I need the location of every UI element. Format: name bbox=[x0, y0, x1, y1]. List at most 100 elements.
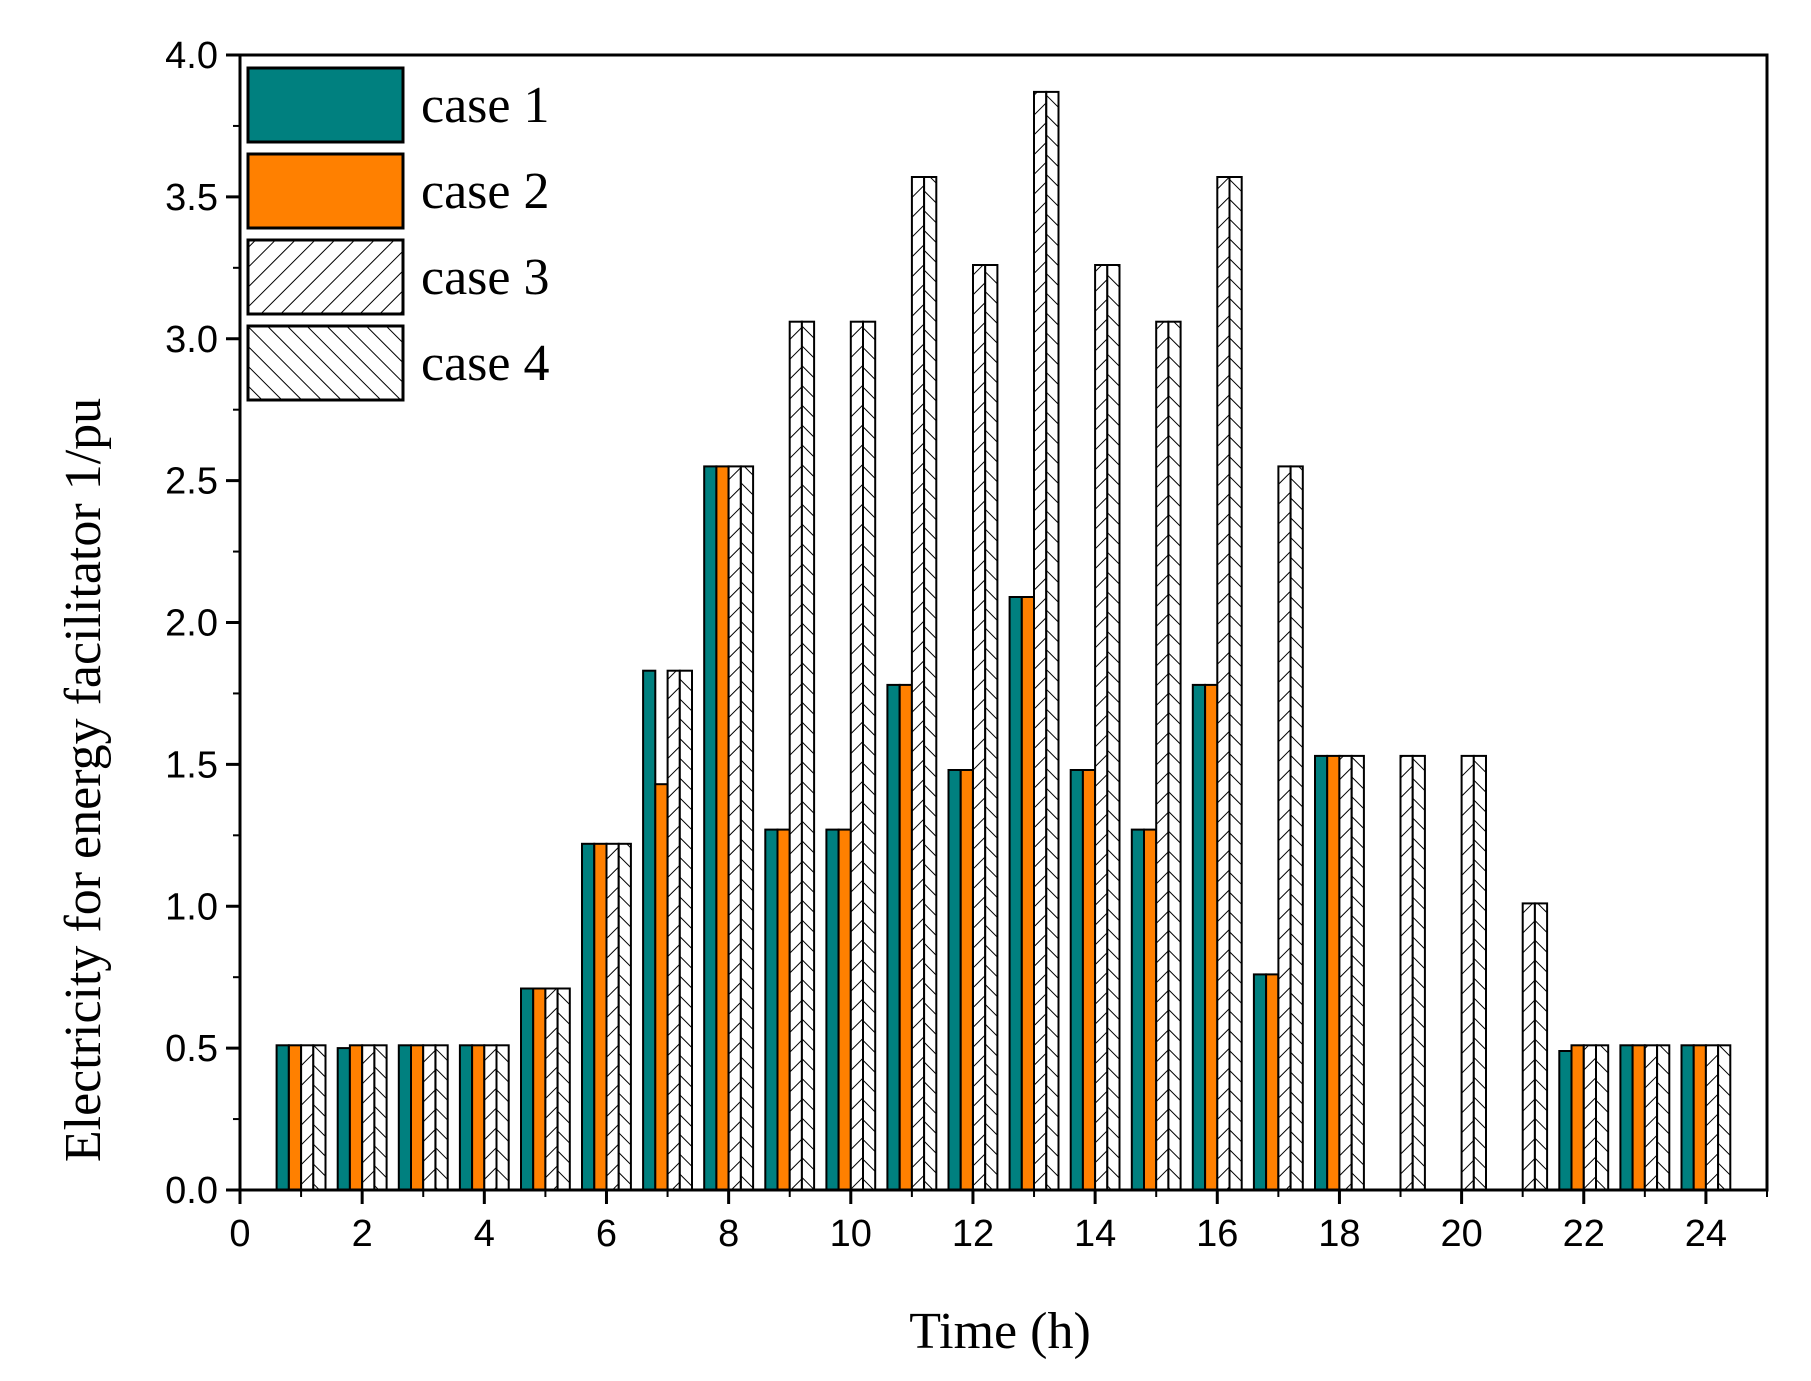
legend-label-case-2: case 2 bbox=[421, 163, 549, 220]
bar-case-1-t10 bbox=[825, 828, 840, 1191]
bar-case-3-t24 bbox=[1704, 1044, 1720, 1192]
bar-case-4-t14 bbox=[1106, 264, 1121, 1191]
bar-case-2-t17 bbox=[1265, 973, 1280, 1192]
bar-case-2-t3 bbox=[410, 1044, 425, 1192]
legend-label-case-3: case 3 bbox=[421, 249, 549, 306]
bar-case-3-t15 bbox=[1155, 320, 1170, 1191]
y-tick-label: 0.5 bbox=[165, 1028, 218, 1070]
bar-case-3-t10 bbox=[849, 320, 864, 1191]
bar-case-4-t18 bbox=[1350, 754, 1365, 1192]
bar-case-2-t18 bbox=[1326, 754, 1341, 1192]
bar-case-1-t9 bbox=[764, 828, 779, 1191]
bar-case-4-t24 bbox=[1717, 1044, 1732, 1192]
bar-case-2-t4 bbox=[471, 1044, 486, 1192]
legend: case 1 case 2 case 3 case 4 bbox=[246, 66, 549, 402]
x-tick-label: 12 bbox=[952, 1213, 994, 1255]
bar-case-1-t22 bbox=[1558, 1050, 1573, 1191]
bar-case-3-t14 bbox=[1094, 264, 1109, 1191]
bar-case-4-t22 bbox=[1595, 1044, 1610, 1192]
bar-case-4-t11 bbox=[923, 176, 938, 1191]
bar-case-2-t13 bbox=[1020, 596, 1035, 1191]
bar-case-1-t15 bbox=[1130, 828, 1146, 1191]
bar-case-1-t2 bbox=[336, 1047, 351, 1191]
bar-case-1-t17 bbox=[1252, 973, 1268, 1192]
bar-case-3-t16 bbox=[1216, 176, 1231, 1191]
bar-case-4-t8 bbox=[739, 465, 755, 1191]
bar-case-1-t11 bbox=[886, 683, 901, 1192]
y-axis-title: Electricity for energy facilitator 1/pu bbox=[55, 398, 112, 1162]
y-tick-label: 4.0 bbox=[165, 35, 218, 77]
bar-case-2-t15 bbox=[1143, 828, 1158, 1191]
bar-case-3-t11 bbox=[910, 176, 926, 1191]
y-tick-label: 3.5 bbox=[165, 177, 218, 219]
bar-case-4-t10 bbox=[862, 320, 877, 1191]
bar-case-4-t7 bbox=[678, 669, 693, 1191]
bar-case-1-t6 bbox=[581, 842, 596, 1191]
bar-case-4-t13 bbox=[1045, 90, 1060, 1191]
x-tick-label: 8 bbox=[718, 1213, 739, 1255]
y-tick-label: 2.0 bbox=[165, 603, 218, 645]
bar-case-1-t4 bbox=[458, 1044, 474, 1192]
bar-case-3-t7 bbox=[666, 669, 681, 1191]
bar-case-4-t15 bbox=[1167, 320, 1182, 1191]
bar-case-2-t10 bbox=[837, 828, 852, 1191]
x-tick-label: 6 bbox=[596, 1213, 617, 1255]
bar-case-4-t1 bbox=[312, 1044, 327, 1192]
bar-case-1-t13 bbox=[1008, 596, 1023, 1191]
x-tick-label: 10 bbox=[830, 1213, 872, 1255]
x-tick-label: 22 bbox=[1563, 1213, 1605, 1255]
bar-case-4-t6 bbox=[617, 842, 632, 1191]
bar-case-1-t8 bbox=[703, 465, 718, 1191]
bar-case-1-t1 bbox=[275, 1044, 290, 1192]
bar-case-2-t8 bbox=[715, 465, 730, 1191]
legend-swatch-case-1 bbox=[246, 66, 405, 144]
bar-case-3-t13 bbox=[1033, 90, 1048, 1191]
x-axis-title: Time (h) bbox=[909, 1303, 1091, 1360]
bar-case-1-t23 bbox=[1619, 1044, 1634, 1192]
legend-swatch-case-4 bbox=[246, 324, 405, 402]
y-tick-label: 0.0 bbox=[165, 1170, 218, 1212]
legend-label-case-1: case 1 bbox=[421, 77, 549, 134]
bar-case-2-t14 bbox=[1081, 769, 1097, 1191]
bar-case-2-t5 bbox=[532, 987, 547, 1191]
bar-case-3-t2 bbox=[361, 1044, 376, 1192]
bar-case-3-t23 bbox=[1643, 1044, 1659, 1192]
y-tick-label: 2.5 bbox=[165, 461, 218, 503]
bar-case-4-t19 bbox=[1411, 754, 1426, 1192]
bar-case-1-t14 bbox=[1069, 769, 1084, 1191]
bar-case-1-t3 bbox=[397, 1044, 412, 1192]
bar-case-1-t24 bbox=[1680, 1044, 1695, 1192]
bar-case-1-t5 bbox=[520, 987, 535, 1191]
x-tick-label: 4 bbox=[474, 1213, 495, 1255]
bar-case-3-t6 bbox=[605, 842, 620, 1191]
x-tick-label: 2 bbox=[352, 1213, 373, 1255]
legend-swatch-case-3 bbox=[246, 238, 405, 316]
bar-case-2-t16 bbox=[1204, 683, 1219, 1192]
bar-case-3-t17 bbox=[1277, 465, 1292, 1191]
bar-case-4-t3 bbox=[434, 1044, 449, 1192]
bar-case-1-t12 bbox=[947, 769, 962, 1191]
bar-case-3-t4 bbox=[483, 1044, 498, 1192]
bar-case-3-t20 bbox=[1460, 754, 1475, 1192]
x-tick-label: 14 bbox=[1074, 1213, 1116, 1255]
bar-case-2-t12 bbox=[959, 769, 974, 1191]
bar-case-4-t4 bbox=[495, 1044, 510, 1192]
bar-case-4-t21 bbox=[1533, 902, 1549, 1192]
x-tick-label: 20 bbox=[1440, 1213, 1482, 1255]
bar-case-3-t1 bbox=[300, 1044, 315, 1192]
y-tick-label: 1.5 bbox=[165, 744, 218, 786]
bar-case-4-t5 bbox=[556, 987, 571, 1191]
bar-case-2-t2 bbox=[348, 1044, 364, 1192]
bar-case-2-t11 bbox=[898, 683, 913, 1192]
x-tick-label: 16 bbox=[1196, 1213, 1238, 1255]
bar-case-3-t3 bbox=[422, 1044, 437, 1192]
bar-case-2-t6 bbox=[593, 842, 608, 1191]
bar-case-4-t9 bbox=[800, 320, 816, 1191]
x-tick-label: 24 bbox=[1685, 1213, 1727, 1255]
bar-case-2-t24 bbox=[1692, 1044, 1707, 1192]
bar-case-4-t12 bbox=[984, 264, 999, 1191]
bar-case-2-t1 bbox=[287, 1044, 303, 1192]
legend-label-case-4: case 4 bbox=[421, 335, 549, 392]
bar-case-2-t22 bbox=[1570, 1044, 1585, 1192]
